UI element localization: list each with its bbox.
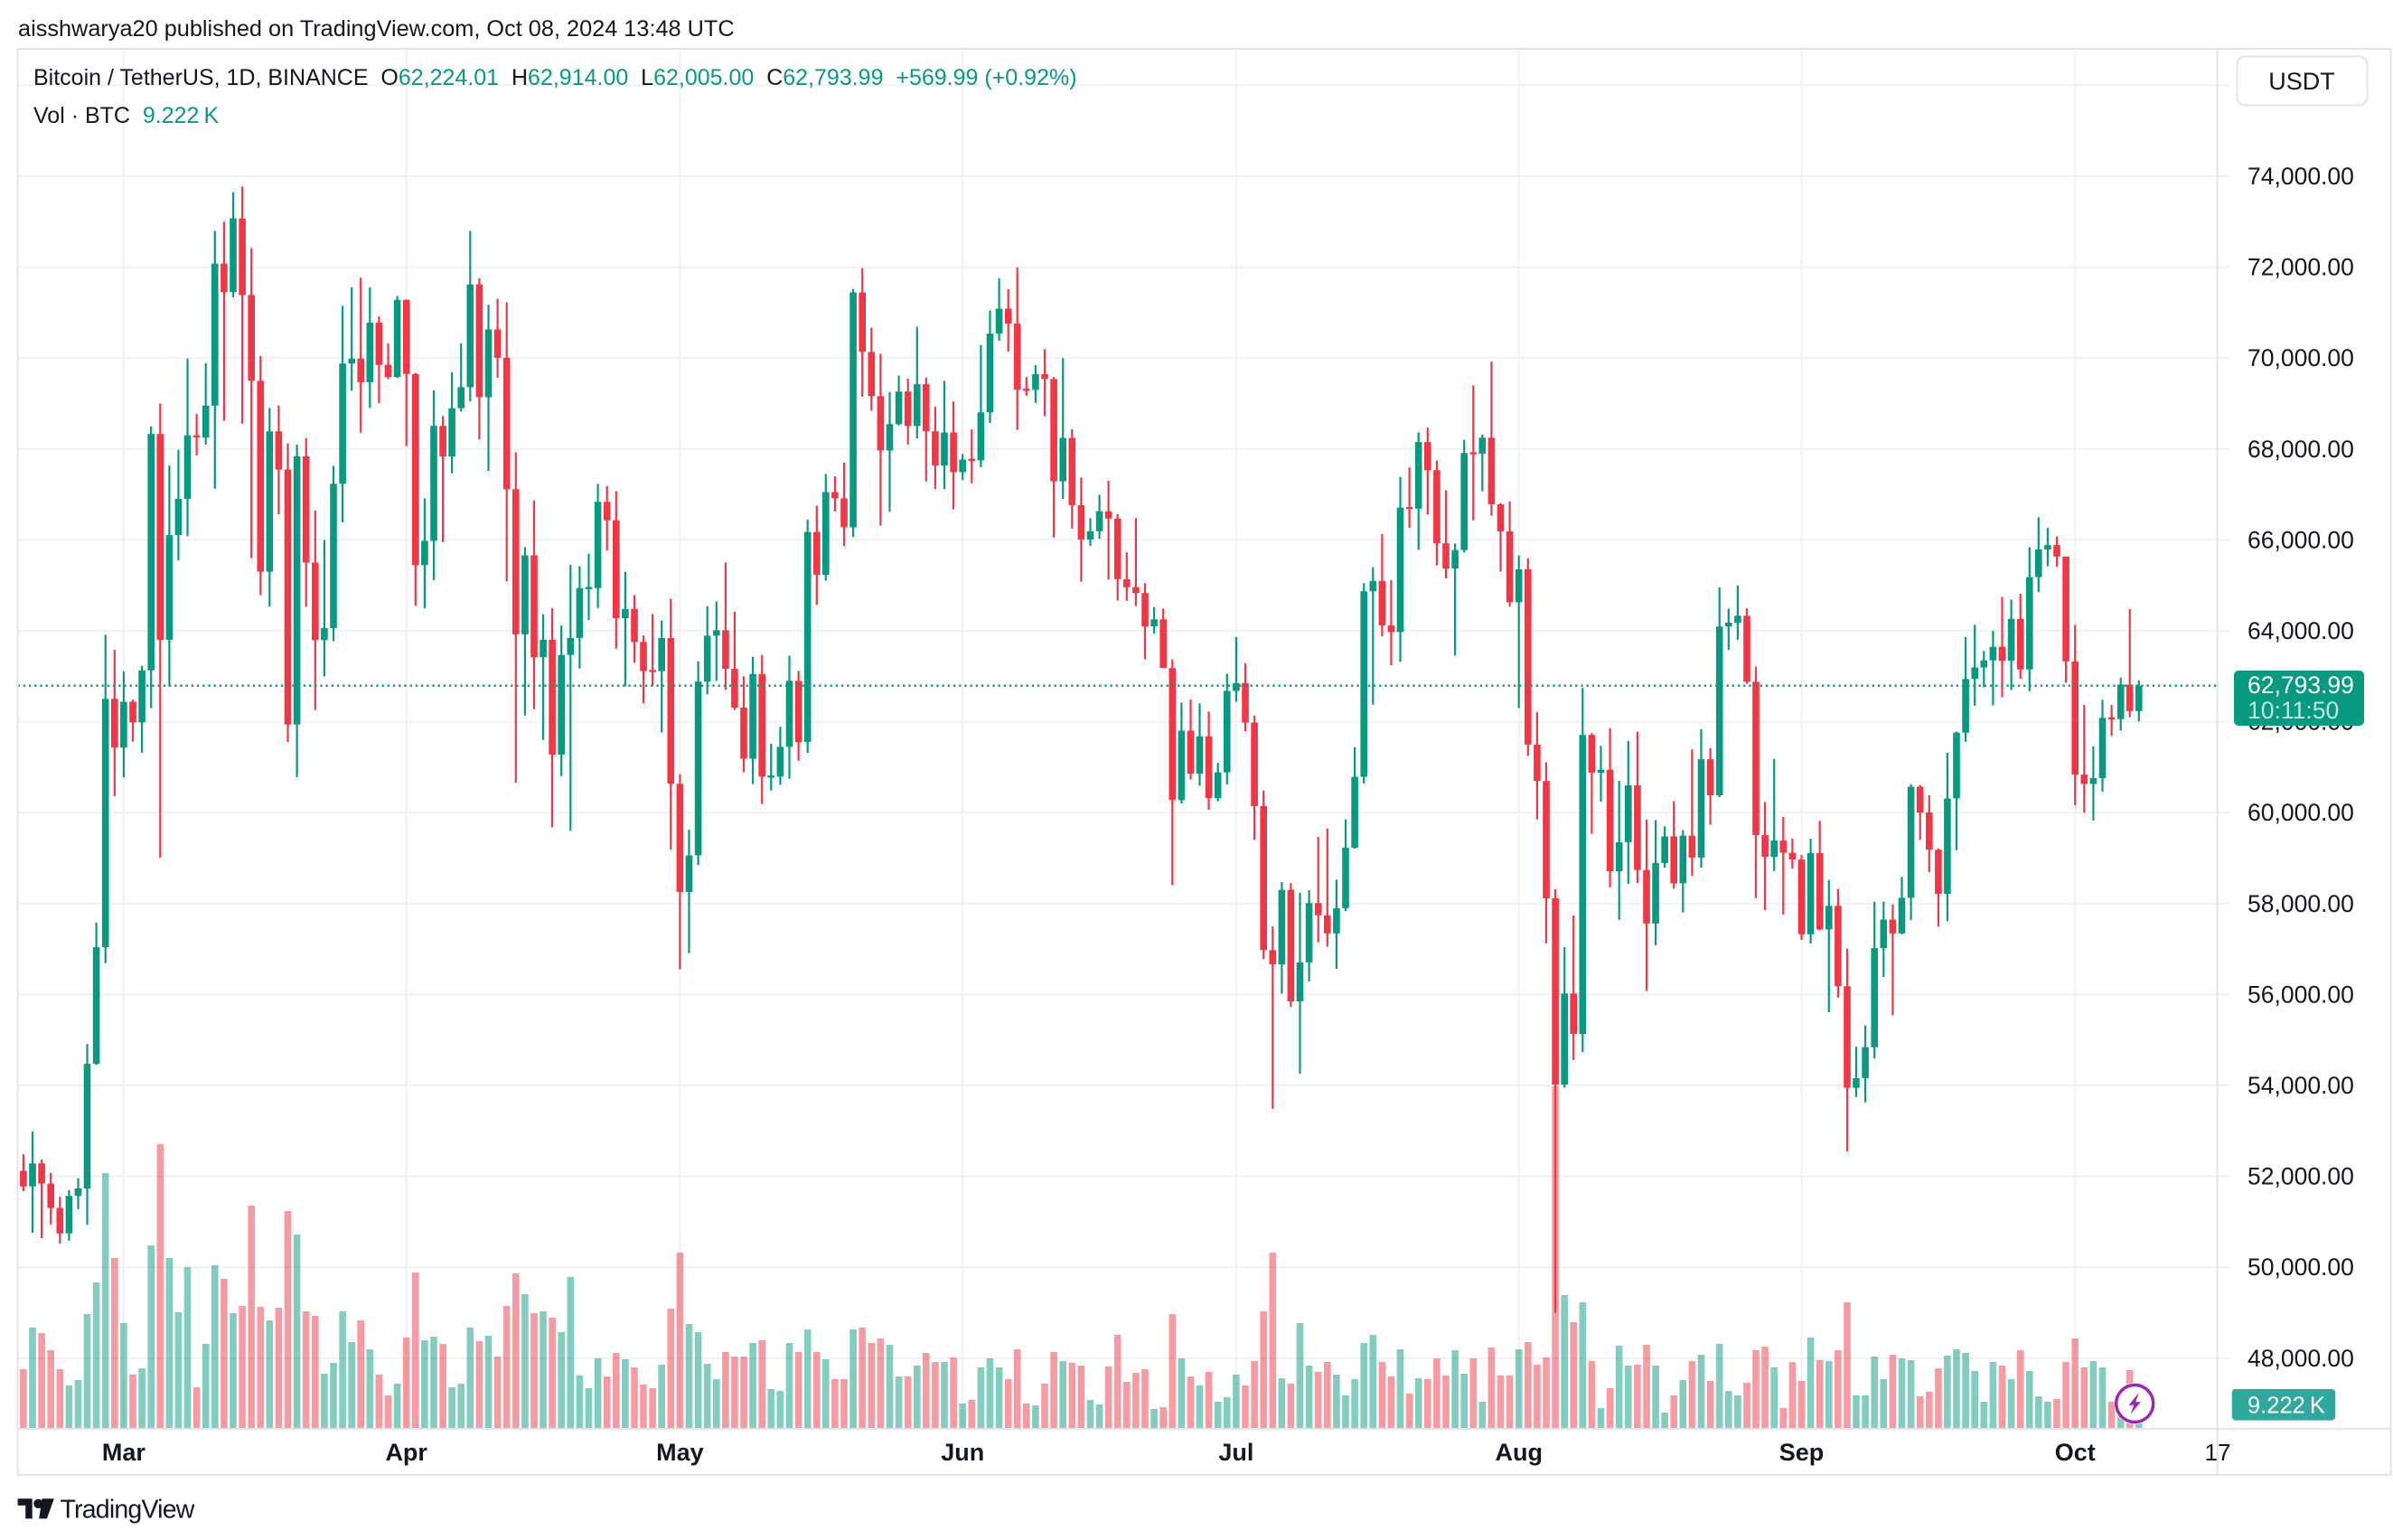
svg-text:74,000.00: 74,000.00 [2248, 163, 2354, 190]
svg-text:Oct: Oct [2055, 1439, 2096, 1466]
svg-text:56,000.00: 56,000.00 [2248, 981, 2354, 1008]
svg-text:Jun: Jun [941, 1439, 984, 1466]
svg-text:May: May [656, 1439, 704, 1466]
svg-text:Aug: Aug [1495, 1439, 1542, 1466]
svg-text:48,000.00: 48,000.00 [2248, 1345, 2354, 1372]
svg-text:aisshwarya20 published on Trad: aisshwarya20 published on TradingView.co… [18, 16, 735, 42]
svg-text:70,000.00: 70,000.00 [2248, 344, 2354, 371]
svg-text:50,000.00: 50,000.00 [2248, 1254, 2354, 1281]
svg-text:62,793.99: 62,793.99 [2248, 671, 2354, 699]
svg-text:72,000.00: 72,000.00 [2248, 254, 2354, 281]
svg-text:Bitcoin / TetherUS, 1D, BINANC: Bitcoin / TetherUS, 1D, BINANCE O62,224.… [33, 65, 1077, 90]
svg-text:64,000.00: 64,000.00 [2248, 617, 2354, 644]
svg-text:66,000.00: 66,000.00 [2248, 526, 2354, 553]
svg-text:Vol · BTC 9.222 K: Vol · BTC 9.222 K [33, 103, 219, 128]
svg-text:Jul: Jul [1218, 1439, 1253, 1466]
svg-text:TradingView: TradingView [61, 1496, 195, 1525]
svg-text:17: 17 [2205, 1439, 2231, 1466]
svg-text:10:11:50: 10:11:50 [2248, 697, 2339, 724]
svg-text:60,000.00: 60,000.00 [2248, 799, 2354, 826]
svg-text:68,000.00: 68,000.00 [2248, 436, 2354, 463]
svg-text:Mar: Mar [102, 1439, 146, 1466]
svg-text:52,000.00: 52,000.00 [2248, 1163, 2354, 1190]
svg-text:54,000.00: 54,000.00 [2248, 1072, 2354, 1099]
svg-text:Sep: Sep [1779, 1439, 1825, 1466]
svg-text:USDT: USDT [2268, 68, 2335, 95]
svg-text:58,000.00: 58,000.00 [2248, 890, 2354, 917]
svg-text:Apr: Apr [385, 1439, 427, 1466]
svg-text:9.222 K: 9.222 K [2248, 1394, 2325, 1419]
